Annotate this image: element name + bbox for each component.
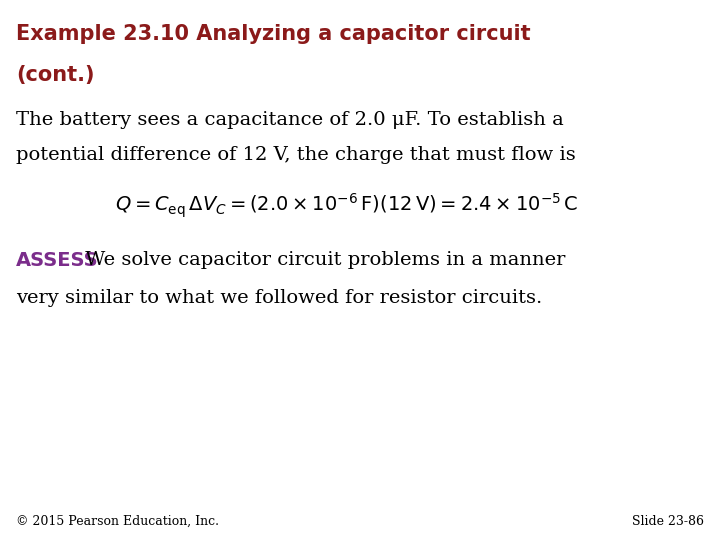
- Text: potential difference of 12 V, the charge that must flow is: potential difference of 12 V, the charge…: [16, 146, 575, 164]
- Text: ASSESS: ASSESS: [16, 251, 99, 270]
- Text: Example 23.10 Analyzing a capacitor circuit: Example 23.10 Analyzing a capacitor circ…: [16, 24, 531, 44]
- Text: We solve capacitor circuit problems in a manner: We solve capacitor circuit problems in a…: [79, 251, 566, 269]
- Text: © 2015 Pearson Education, Inc.: © 2015 Pearson Education, Inc.: [16, 515, 219, 528]
- Text: (cont.): (cont.): [16, 65, 94, 85]
- Text: very similar to what we followed for resistor circuits.: very similar to what we followed for res…: [16, 289, 542, 307]
- Text: $Q = C_{\mathrm{eq}} \, \Delta V_C = (2.0 \times 10^{-6} \, \mathrm{F})(12 \, \m: $Q = C_{\mathrm{eq}} \, \Delta V_C = (2.…: [115, 192, 579, 220]
- Text: The battery sees a capacitance of 2.0 μF. To establish a: The battery sees a capacitance of 2.0 μF…: [16, 111, 564, 129]
- Text: Slide 23-86: Slide 23-86: [632, 515, 704, 528]
